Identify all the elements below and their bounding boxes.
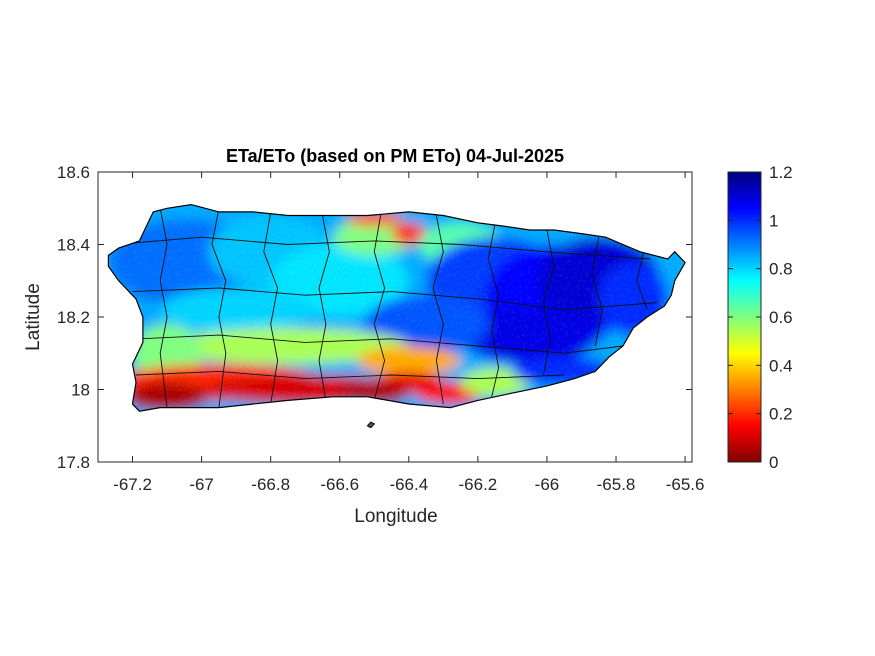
colorbar-tick-label: 0.6: [769, 308, 793, 327]
y-tick-label: 17.8: [57, 453, 90, 472]
y-tick-label: 18.2: [57, 308, 90, 327]
colorbar-tick-label: 0.8: [769, 260, 793, 279]
colorbar-tick-label: 1.2: [769, 163, 793, 182]
colorbar-tick-label: 0.4: [769, 356, 793, 375]
y-axis-title: Latitude: [23, 283, 44, 351]
x-axis-title: Longitude: [354, 506, 437, 527]
x-tick-label: -66: [535, 475, 560, 494]
boundary-line-2: [263, 211, 279, 405]
y-tick-label: 18: [71, 381, 90, 400]
x-tick-label: -66.6: [320, 475, 359, 494]
island-outline: [107, 203, 686, 412]
x-tick-label: -66.2: [459, 475, 498, 494]
boundary-line-3: [318, 215, 330, 401]
colorbar: 0 0.2 0.4 0.6 0.8 1 1.2: [727, 163, 793, 472]
x-tick-label: -65.8: [597, 475, 636, 494]
colorbar-tick-label: 0.2: [769, 405, 793, 424]
x-tick-label: -67.2: [113, 475, 152, 494]
y-tick-label: 18.6: [57, 163, 90, 182]
colorbar-tick-label: 1: [769, 211, 778, 230]
x-tick-label: -66.4: [389, 475, 428, 494]
boundary-line-12: [139, 334, 623, 354]
boundary-line-9: [636, 251, 648, 310]
x-tick-label: -66.8: [251, 475, 290, 494]
chart-title: ETa/ETo (based on PM ETo) 04-Jul-2025: [226, 146, 564, 166]
boundary-line-4: [373, 211, 386, 401]
colorbar-tick-label: 0: [769, 453, 778, 472]
y-tick-label: 18.4: [57, 236, 90, 255]
x-axis: -67.2 -67 -66.8 -66.6 -66.4 -66.2 -66 -65.8 -65.…: [113, 172, 704, 494]
boundary-line-13: [135, 370, 565, 380]
x-tick-label: -67: [189, 475, 214, 494]
boundary-line-10: [115, 236, 651, 260]
boundary-line-5: [432, 215, 444, 405]
x-tick-label: -65.6: [666, 475, 705, 494]
boundary-line-6: [487, 222, 500, 397]
municipal-boundaries: [115, 208, 658, 408]
islet-shape: [366, 421, 376, 429]
boundary-line-7: [543, 229, 555, 376]
boundary-line-11: [132, 287, 658, 311]
y-axis: 17.8 18 18.2 18.4 18.6: [57, 163, 692, 472]
boundary-line-0: [159, 208, 168, 408]
